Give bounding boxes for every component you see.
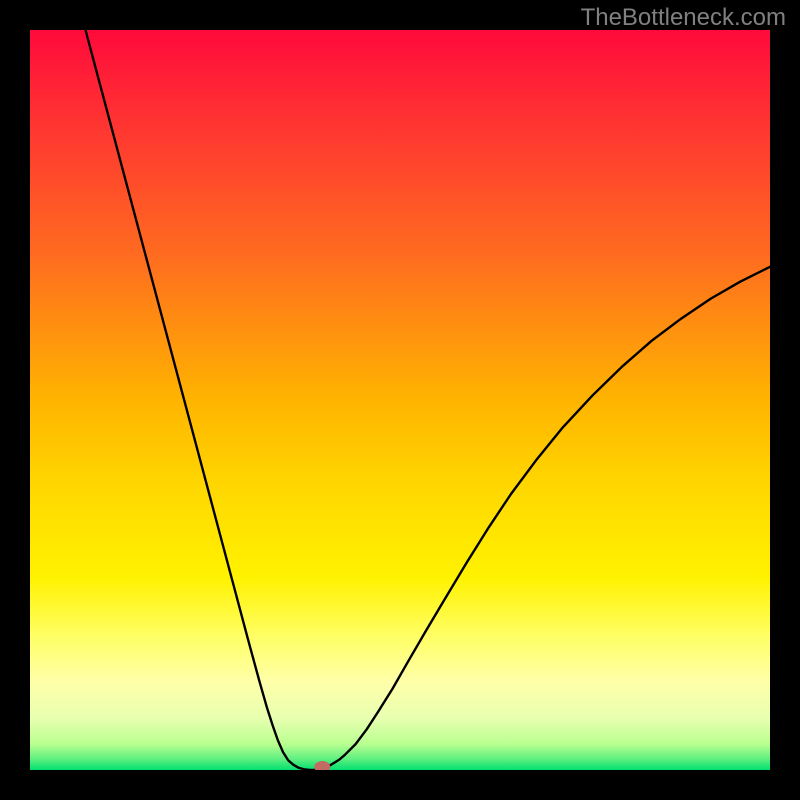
site-attribution: TheBottleneck.com bbox=[581, 4, 786, 32]
bottleneck-chart bbox=[30, 30, 770, 770]
gradient-background bbox=[30, 30, 770, 770]
chart-svg bbox=[30, 30, 770, 770]
